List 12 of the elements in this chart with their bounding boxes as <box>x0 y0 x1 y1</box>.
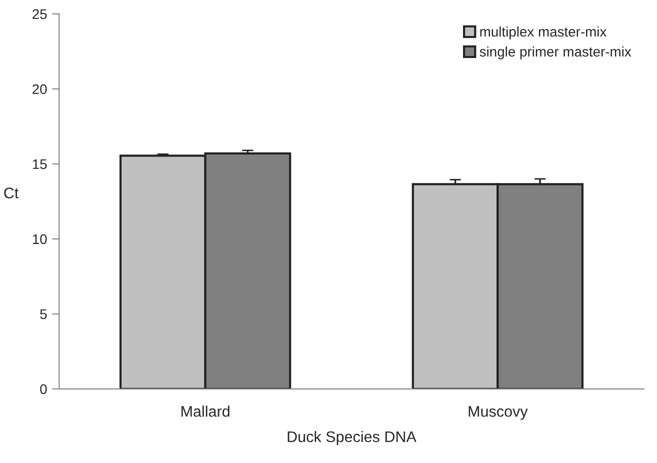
y-tick-label: 5 <box>40 309 47 320</box>
x-tick-label: Mallard <box>182 406 230 417</box>
y-tick-label: 10 <box>32 234 47 244</box>
x-axis-title: Duck Species DNA <box>288 430 416 446</box>
y-tick-label: 20 <box>32 84 47 94</box>
legend-label: single primer master-mix <box>480 46 632 60</box>
y-axis-title: Ct <box>4 188 19 198</box>
y-tick-label: 25 <box>32 9 47 20</box>
x-tick-label: Muscovy <box>468 406 528 420</box>
y-tick-label: 0 <box>40 384 47 394</box>
legend-label: multiplex master-mix <box>480 26 607 40</box>
y-tick-label: 15 <box>32 159 47 170</box>
